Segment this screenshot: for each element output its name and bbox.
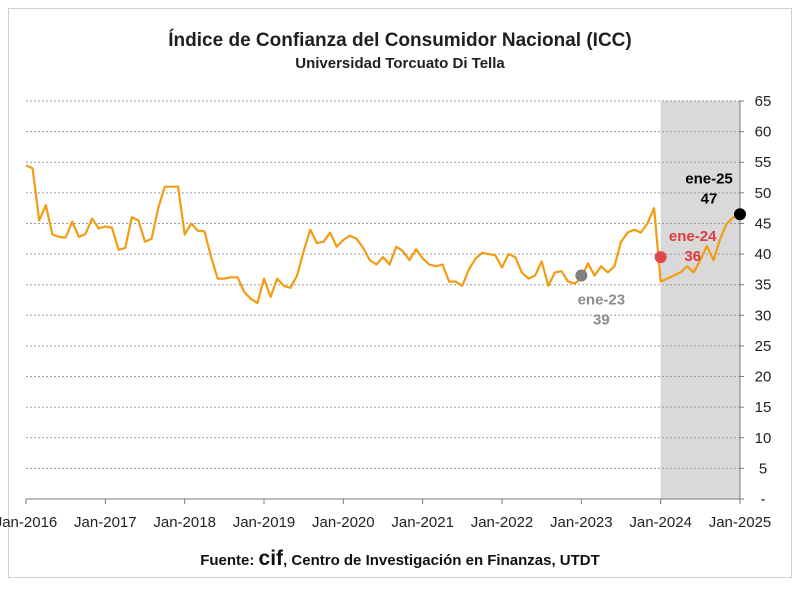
y-tick-label: 30 (755, 307, 772, 324)
source-brand-logo: cif (258, 547, 284, 570)
y-tick-label: 5 (759, 460, 767, 477)
source-prefix: Fuente: (200, 552, 259, 569)
y-tick-label: 50 (755, 185, 772, 202)
x-tick-label: Jan-2018 (153, 514, 216, 531)
x-tick-label: Jan-2019 (233, 514, 296, 531)
source-note: Fuente: cif, Centro de Investigación en … (0, 547, 800, 571)
series-line (25, 164, 741, 305)
marker-ene-23 (575, 269, 588, 282)
y-tick-label: 25 (755, 338, 772, 355)
x-tick-label: Jan-2021 (391, 514, 454, 531)
marker-ene-25 (734, 208, 746, 221)
x-tick-label: Jan-2022 (471, 514, 534, 531)
y-tick-label: 55 (755, 154, 772, 171)
x-tick-label: Jan-2025 (709, 514, 772, 531)
y-tick-label: 45 (755, 215, 772, 232)
chart-subtitle: Universidad Torcuato Di Tella (295, 55, 505, 72)
annotation-month: ene-23 (578, 292, 626, 309)
annotation-month: ene-24 (669, 228, 717, 245)
annotation-month: ene-25 (685, 170, 733, 187)
y-tick-label: 10 (755, 430, 772, 447)
y-tick-label: 20 (755, 369, 772, 386)
y-tick-label: 65 (755, 93, 772, 110)
x-tick-label: Jan-2020 (312, 514, 375, 531)
marker-ene-24 (654, 251, 667, 264)
annotation-value: 47 (701, 190, 718, 207)
x-tick-label: Jan-2023 (550, 514, 613, 531)
annotation-value: 36 (684, 248, 701, 265)
x-tick-label: Jan-2024 (629, 514, 692, 531)
x-tick-label: Jan-2017 (74, 514, 137, 531)
shaded-region (660, 101, 740, 499)
y-tick-label: 40 (755, 246, 772, 263)
chart-title: Índice de Confianza del Consumidor Nacio… (168, 30, 632, 51)
y-tick-label: 60 (755, 124, 772, 141)
x-tick-label: Jan-2016 (0, 514, 57, 531)
y-tick-label: - (761, 491, 766, 508)
y-tick-label: 15 (755, 399, 772, 416)
annotation-value: 39 (593, 312, 610, 329)
source-rest: , Centro de Investigación en Finanzas, U… (283, 552, 600, 569)
y-tick-label: 35 (755, 277, 772, 294)
